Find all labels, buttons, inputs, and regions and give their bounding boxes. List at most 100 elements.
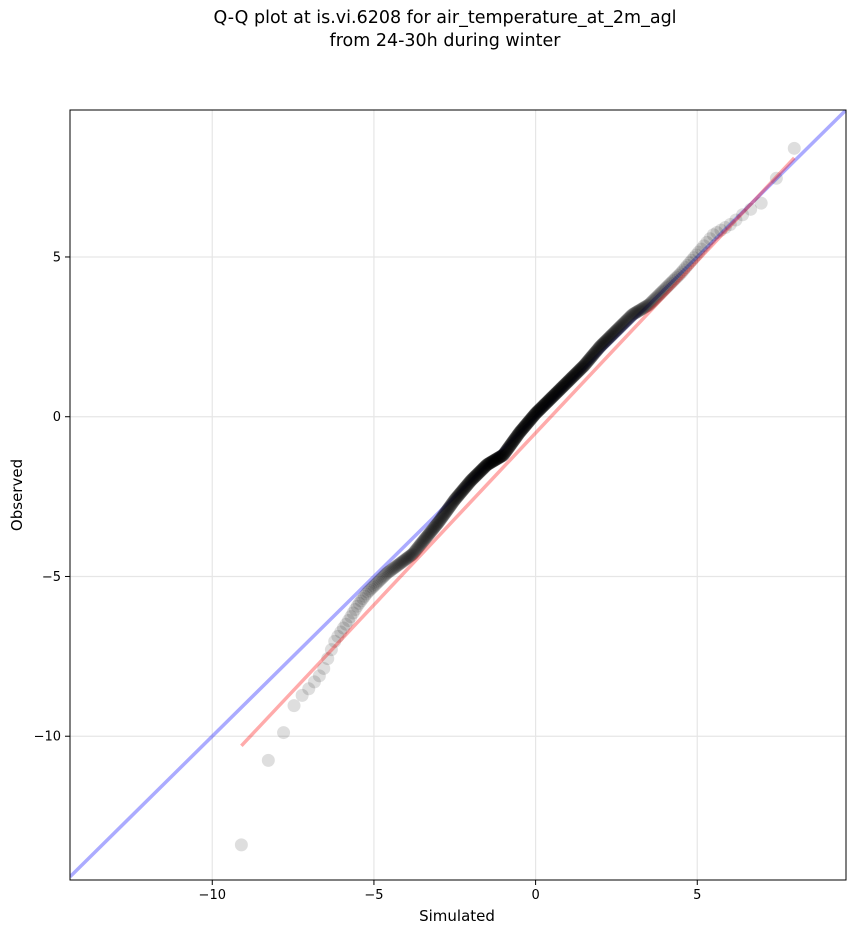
data-point: [498, 446, 512, 460]
data-point: [302, 682, 316, 696]
data-point: [636, 301, 650, 315]
data-point: [460, 478, 474, 492]
data-point: [451, 489, 465, 503]
data-point: [516, 421, 530, 435]
data-point: [416, 535, 430, 549]
data-point: [426, 523, 440, 537]
data-point: [521, 415, 535, 429]
data-point: [560, 375, 574, 389]
data-point: [453, 487, 467, 501]
data-point: [427, 520, 441, 534]
data-point: [561, 375, 575, 389]
data-point: [450, 490, 464, 504]
data-point: [466, 471, 480, 485]
data-point: [621, 312, 635, 326]
data-point: [597, 336, 611, 350]
data-point: [417, 533, 431, 547]
data-point: [491, 451, 505, 465]
data-point: [508, 431, 522, 445]
data-point: [558, 377, 572, 391]
data-point: [441, 502, 455, 516]
data-point: [460, 479, 474, 493]
data-point: [354, 594, 368, 608]
data-point: [509, 430, 523, 444]
data-point: [551, 384, 565, 398]
data-point: [490, 452, 504, 466]
data-point: [425, 523, 439, 537]
data-point: [639, 299, 653, 313]
data-point: [718, 221, 732, 235]
data-point: [531, 404, 545, 418]
data-point: [613, 320, 627, 334]
data-point: [524, 413, 537, 427]
data-point: [402, 550, 416, 564]
data-point: [514, 423, 528, 437]
data-point: [612, 321, 626, 335]
identity-line: [70, 110, 846, 879]
data-point: [427, 521, 441, 535]
data-point: [438, 507, 452, 521]
data-point: [664, 276, 678, 290]
data-point: [632, 304, 646, 318]
data-point: [564, 372, 578, 386]
data-point: [542, 393, 556, 407]
data-point: [392, 557, 406, 571]
data-point: [482, 457, 496, 471]
data-point: [502, 440, 516, 454]
data-point: [348, 603, 362, 617]
data-point: [534, 401, 548, 415]
data-point: [459, 480, 473, 494]
data-point: [506, 435, 520, 449]
data-point: [500, 443, 514, 457]
data-point: [564, 371, 578, 385]
data-point: [459, 479, 473, 493]
data-point: [559, 376, 573, 390]
data-point: [645, 294, 659, 308]
data-point: [536, 399, 550, 413]
data-point: [537, 399, 551, 413]
data-point: [437, 508, 451, 522]
data-point: [513, 426, 527, 440]
data-point: [387, 561, 401, 575]
data-point: [582, 353, 596, 367]
data-point: [477, 460, 491, 474]
data-point: [620, 313, 634, 327]
data-point: [687, 251, 701, 265]
data-point: [336, 621, 350, 635]
data-point: [366, 580, 380, 594]
data-point: [555, 380, 569, 394]
data-point: [445, 497, 459, 511]
data-point: [488, 453, 502, 467]
data-point: [397, 554, 411, 568]
data-point: [475, 462, 489, 476]
data-point: [433, 513, 447, 527]
data-point: [469, 469, 483, 483]
data-point: [501, 441, 515, 455]
data-point: [520, 417, 534, 431]
data-point: [527, 409, 541, 423]
data-point: [496, 448, 510, 462]
data-point: [488, 453, 502, 467]
data-point: [505, 436, 519, 450]
data-point: [544, 392, 558, 406]
data-point: [261, 753, 275, 767]
x-tick-label: 5: [693, 888, 701, 903]
data-point: [646, 293, 660, 307]
data-point: [486, 454, 500, 468]
data-point: [525, 411, 539, 425]
data-point: [525, 411, 539, 425]
data-point: [312, 669, 326, 683]
data-point: [398, 553, 412, 567]
data-point: [419, 531, 433, 545]
data-point: [563, 373, 577, 387]
data-point: [514, 424, 528, 438]
data-point: [541, 394, 555, 408]
data-point: [520, 416, 534, 430]
data-point: [483, 456, 497, 470]
data-point: [552, 383, 566, 397]
data-point: [361, 585, 375, 599]
data-point: [509, 431, 523, 445]
data-point: [579, 356, 593, 370]
data-point: [618, 315, 632, 329]
data-point: [413, 538, 427, 552]
